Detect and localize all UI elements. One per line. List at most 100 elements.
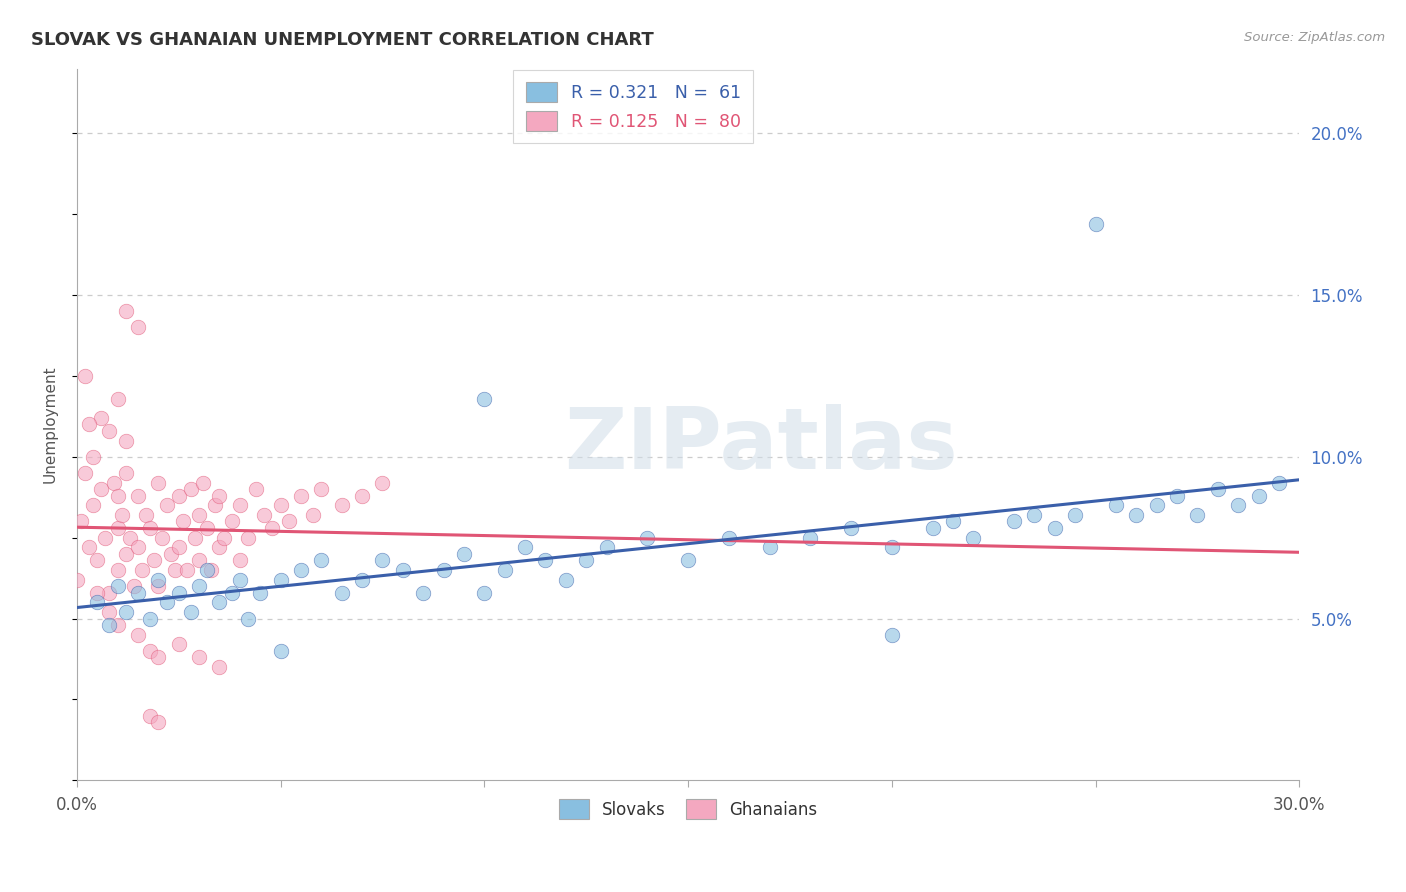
Point — [195, 563, 218, 577]
Point — [636, 531, 658, 545]
Point — [1064, 508, 1087, 522]
Point — [159, 547, 181, 561]
Point — [167, 585, 190, 599]
Point — [73, 368, 96, 383]
Point — [962, 531, 984, 545]
Point — [277, 515, 299, 529]
Point — [163, 563, 186, 577]
Point — [208, 541, 231, 555]
Point — [127, 541, 149, 555]
Point — [111, 508, 134, 522]
Point — [127, 320, 149, 334]
Point — [208, 660, 231, 674]
Point — [311, 553, 333, 567]
Point — [1146, 498, 1168, 512]
Point — [208, 489, 231, 503]
Point — [107, 618, 129, 632]
Point — [131, 563, 153, 577]
Point — [86, 585, 108, 599]
Point — [221, 585, 243, 599]
Point — [135, 508, 157, 522]
Point — [1084, 217, 1107, 231]
Point — [86, 595, 108, 609]
Point — [127, 628, 149, 642]
Point — [1206, 482, 1229, 496]
Point — [1187, 508, 1209, 522]
Point — [799, 531, 821, 545]
Point — [330, 498, 353, 512]
Point — [330, 585, 353, 599]
Point — [139, 611, 162, 625]
Point — [98, 605, 121, 619]
Point — [148, 579, 170, 593]
Point — [148, 573, 170, 587]
Point — [1125, 508, 1147, 522]
Text: ZIPatlas: ZIPatlas — [565, 404, 959, 487]
Point — [229, 553, 252, 567]
Point — [432, 563, 454, 577]
Text: SLOVAK VS GHANAIAN UNEMPLOYMENT CORRELATION CHART: SLOVAK VS GHANAIAN UNEMPLOYMENT CORRELAT… — [31, 31, 654, 49]
Point — [176, 563, 198, 577]
Point — [188, 650, 211, 665]
Point — [107, 521, 129, 535]
Point — [139, 521, 162, 535]
Point — [758, 541, 780, 555]
Point — [77, 541, 100, 555]
Point — [139, 708, 162, 723]
Point — [1166, 489, 1188, 503]
Point — [270, 644, 292, 658]
Point — [236, 611, 259, 625]
Point — [107, 563, 129, 577]
Point — [472, 392, 495, 406]
Point — [204, 498, 226, 512]
Point — [172, 515, 194, 529]
Point — [70, 515, 93, 529]
Point — [103, 475, 125, 490]
Point — [270, 498, 292, 512]
Point — [880, 628, 903, 642]
Point — [188, 579, 211, 593]
Point — [229, 498, 252, 512]
Point — [98, 618, 121, 632]
Point — [155, 498, 177, 512]
Point — [107, 579, 129, 593]
Point — [1002, 515, 1025, 529]
Point — [1024, 508, 1046, 522]
Point — [472, 585, 495, 599]
Point — [114, 434, 136, 448]
Point — [107, 489, 129, 503]
Point — [148, 714, 170, 729]
Point — [114, 304, 136, 318]
Point — [453, 547, 475, 561]
Point — [1043, 521, 1066, 535]
Point — [184, 531, 207, 545]
Point — [90, 411, 112, 425]
Point — [66, 573, 89, 587]
Point — [90, 482, 112, 496]
Point — [152, 531, 174, 545]
Point — [942, 515, 965, 529]
Point — [107, 392, 129, 406]
Point — [412, 585, 434, 599]
Point — [676, 553, 699, 567]
Point — [180, 482, 202, 496]
Y-axis label: Unemployment: Unemployment — [44, 366, 58, 483]
Point — [114, 466, 136, 480]
Point — [188, 508, 211, 522]
Point — [86, 553, 108, 567]
Point — [98, 424, 121, 438]
Point — [392, 563, 415, 577]
Point — [921, 521, 943, 535]
Point — [229, 573, 252, 587]
Point — [1227, 498, 1250, 512]
Point — [127, 585, 149, 599]
Point — [98, 585, 121, 599]
Point — [139, 644, 162, 658]
Point — [200, 563, 222, 577]
Point — [143, 553, 166, 567]
Point — [127, 489, 149, 503]
Point — [236, 531, 259, 545]
Point — [77, 417, 100, 432]
Point — [352, 573, 374, 587]
Point — [1268, 475, 1291, 490]
